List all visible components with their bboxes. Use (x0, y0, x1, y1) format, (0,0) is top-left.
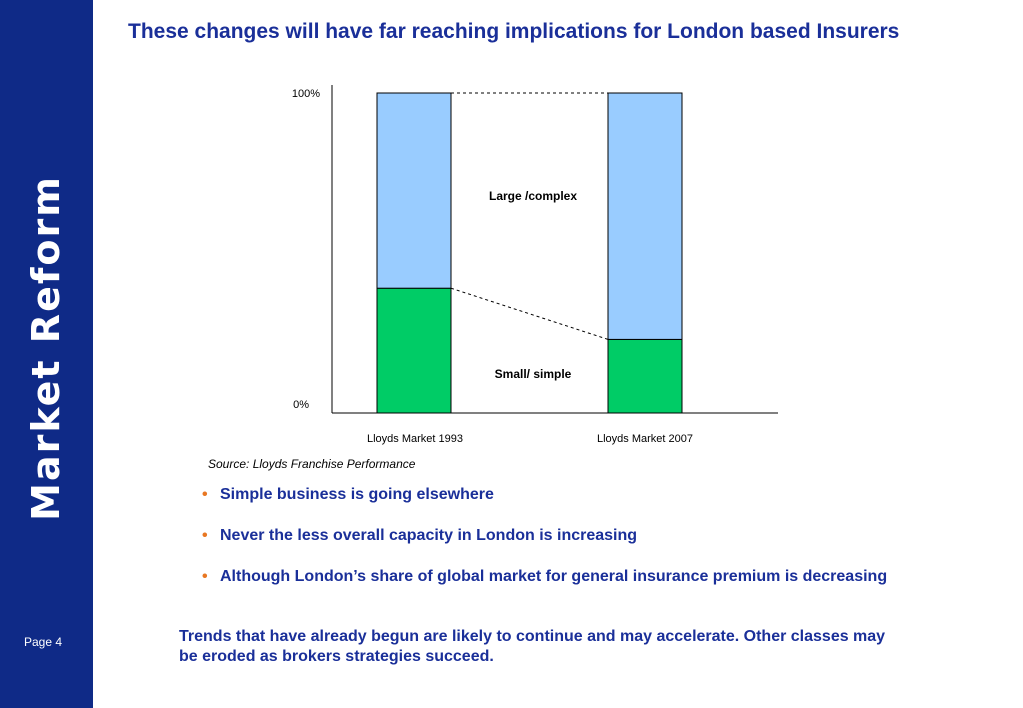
bar-small-simple-1 (607, 338, 683, 414)
bullet-item: • Simple business is going elsewhere (200, 485, 920, 505)
bullet-item: • Although London’s share of global marke… (200, 567, 920, 587)
conclusion-text: Trends that have already begun are likel… (179, 628, 886, 665)
bar-large-complex-0 (376, 92, 452, 289)
bullet-text: Although London’s share of global market… (220, 568, 888, 585)
bullet-marker: • (202, 527, 208, 544)
bullet-text: Simple business is going elsewhere (220, 486, 494, 503)
page-number: Page 4 (24, 635, 63, 649)
connector-line-0 (450, 287, 609, 340)
slide-title: These changes will have far reaching imp… (128, 20, 900, 43)
bars-group (376, 92, 683, 414)
bullet-text: Never the less overall capacity in Londo… (220, 527, 638, 544)
x-tick-label-2007: Lloyds Market 2007 (597, 433, 693, 445)
bullet-list: • Simple business is going elsewhere • Nev… (200, 485, 920, 608)
connector-lines (450, 92, 609, 340)
bar-small-simple-0 (376, 287, 452, 414)
bar-large-complex-1 (607, 92, 683, 340)
y-tick-label-0: 0% (293, 399, 309, 411)
sidebar: Market Reform Page 4 (0, 0, 93, 708)
chart-source: Source: Lloyds Franchise Performance (208, 457, 416, 471)
series-label-large-complex: Large /complex (489, 189, 577, 203)
bullet-marker: • (202, 568, 208, 585)
series-label-small-simple: Small/ simple (495, 367, 572, 381)
x-tick-label-1993: Lloyds Market 1993 (367, 433, 463, 445)
bullet-item: • Never the less overall capacity in Lond… (200, 526, 920, 546)
y-tick-label-100: 100% (292, 88, 320, 100)
bullet-marker: • (202, 486, 208, 503)
